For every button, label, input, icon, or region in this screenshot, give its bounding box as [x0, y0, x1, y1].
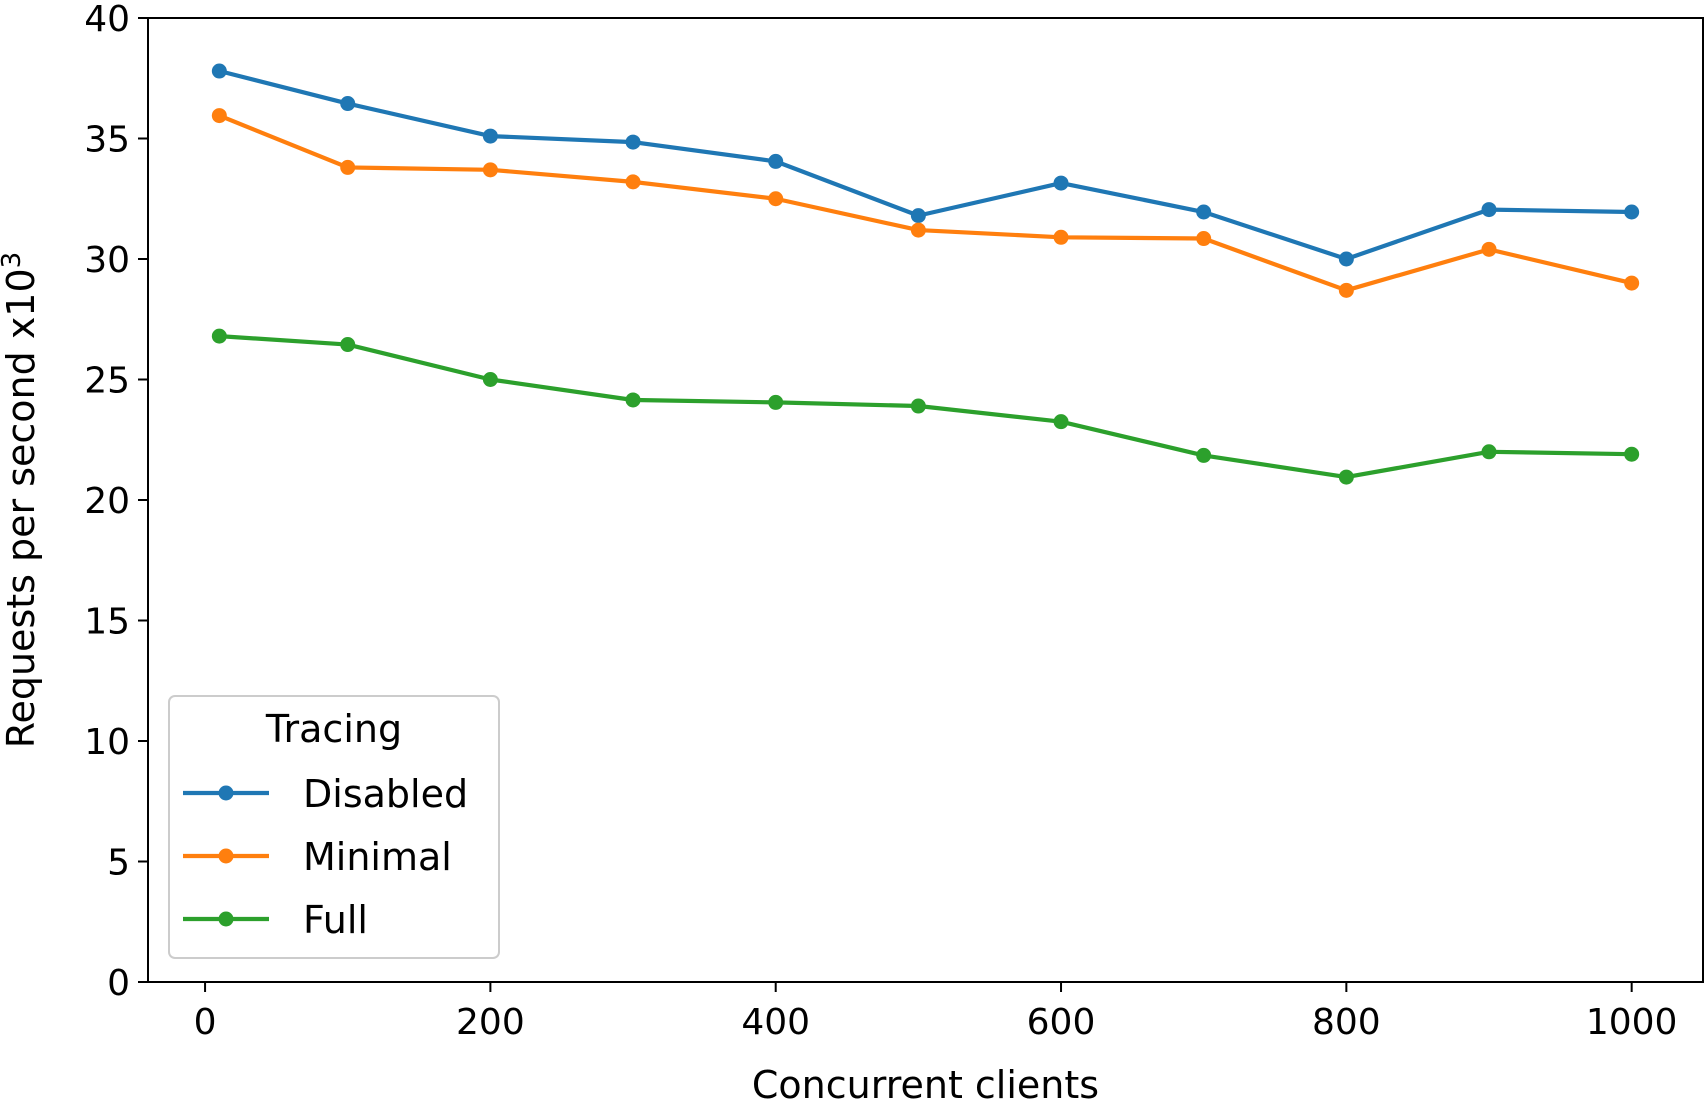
y-tick-label: 0 — [107, 963, 130, 1004]
legend-title: Tracing — [265, 707, 402, 751]
data-point — [340, 159, 356, 175]
data-point — [1624, 275, 1640, 291]
data-point — [211, 108, 227, 124]
y-tick-label: 10 — [84, 722, 130, 763]
series-full — [211, 328, 1640, 485]
legend-item-full: Full — [183, 898, 368, 942]
data-point — [340, 96, 356, 112]
data-point — [1624, 446, 1640, 462]
x-axis: 0 200 400 600 800 1000 — [194, 982, 1678, 1043]
y-axis: 0 5 10 15 20 25 30 35 40 — [84, 0, 148, 1004]
data-point — [1481, 241, 1497, 257]
legend-swatch-marker — [218, 785, 234, 801]
x-tick-label: 800 — [1312, 1002, 1381, 1043]
legend: Tracing Disabled Minimal Full — [168, 695, 500, 959]
y-tick-label: 25 — [84, 361, 130, 402]
series-minimal — [211, 108, 1640, 298]
x-tick-label: 200 — [456, 1002, 525, 1043]
y-tick-label: 30 — [84, 240, 130, 281]
data-point — [340, 337, 356, 353]
data-point — [211, 328, 227, 344]
y-tick-label: 20 — [84, 481, 130, 522]
legend-swatch-marker — [218, 848, 234, 864]
y-axis-label-superscript: 3 — [0, 252, 27, 269]
y-tick-label: 35 — [84, 120, 130, 161]
data-point — [1053, 229, 1069, 245]
data-point — [625, 174, 641, 190]
x-tick-label: 1000 — [1586, 1002, 1678, 1043]
data-point — [482, 128, 498, 144]
data-point — [1338, 251, 1354, 267]
data-point — [482, 162, 498, 178]
data-point — [211, 63, 227, 79]
data-point — [482, 372, 498, 387]
data-point — [1338, 282, 1354, 298]
data-point — [910, 222, 926, 238]
x-tick-label: 0 — [194, 1002, 217, 1043]
series-layer — [211, 63, 1640, 485]
legend-label: Disabled — [303, 772, 468, 816]
data-point — [910, 398, 926, 414]
data-point — [768, 153, 784, 169]
data-point — [1196, 447, 1212, 463]
data-point — [1624, 204, 1640, 220]
legend-box — [168, 695, 500, 959]
x-axis-label: Concurrent clients — [752, 1063, 1099, 1102]
data-point — [1053, 175, 1069, 191]
data-point — [1196, 204, 1212, 220]
data-point — [1338, 469, 1354, 485]
data-point — [625, 392, 641, 408]
y-axis-label: Requests per second x103 — [0, 252, 43, 748]
legend-label: Full — [303, 898, 368, 942]
y-tick-label: 5 — [107, 843, 130, 884]
legend-item-disabled: Disabled — [183, 772, 468, 816]
series-disabled — [211, 63, 1640, 267]
data-point — [910, 208, 926, 224]
data-point — [625, 134, 641, 150]
data-point — [768, 191, 784, 207]
data-point — [1481, 202, 1497, 218]
x-tick-label: 600 — [1027, 1002, 1096, 1043]
y-tick-label: 15 — [84, 602, 130, 643]
legend-label: Minimal — [303, 835, 452, 879]
data-point — [1481, 444, 1497, 460]
data-point — [1196, 231, 1212, 247]
data-point — [768, 394, 784, 410]
data-point — [1053, 414, 1069, 430]
series-line — [218, 113, 1633, 293]
y-axis-label-text: Requests per second x10 — [0, 268, 43, 748]
legend-item-minimal: Minimal — [183, 835, 452, 879]
y-tick-label: 40 — [84, 0, 130, 40]
x-tick-label: 400 — [741, 1002, 810, 1043]
legend-swatch-marker — [218, 911, 234, 927]
